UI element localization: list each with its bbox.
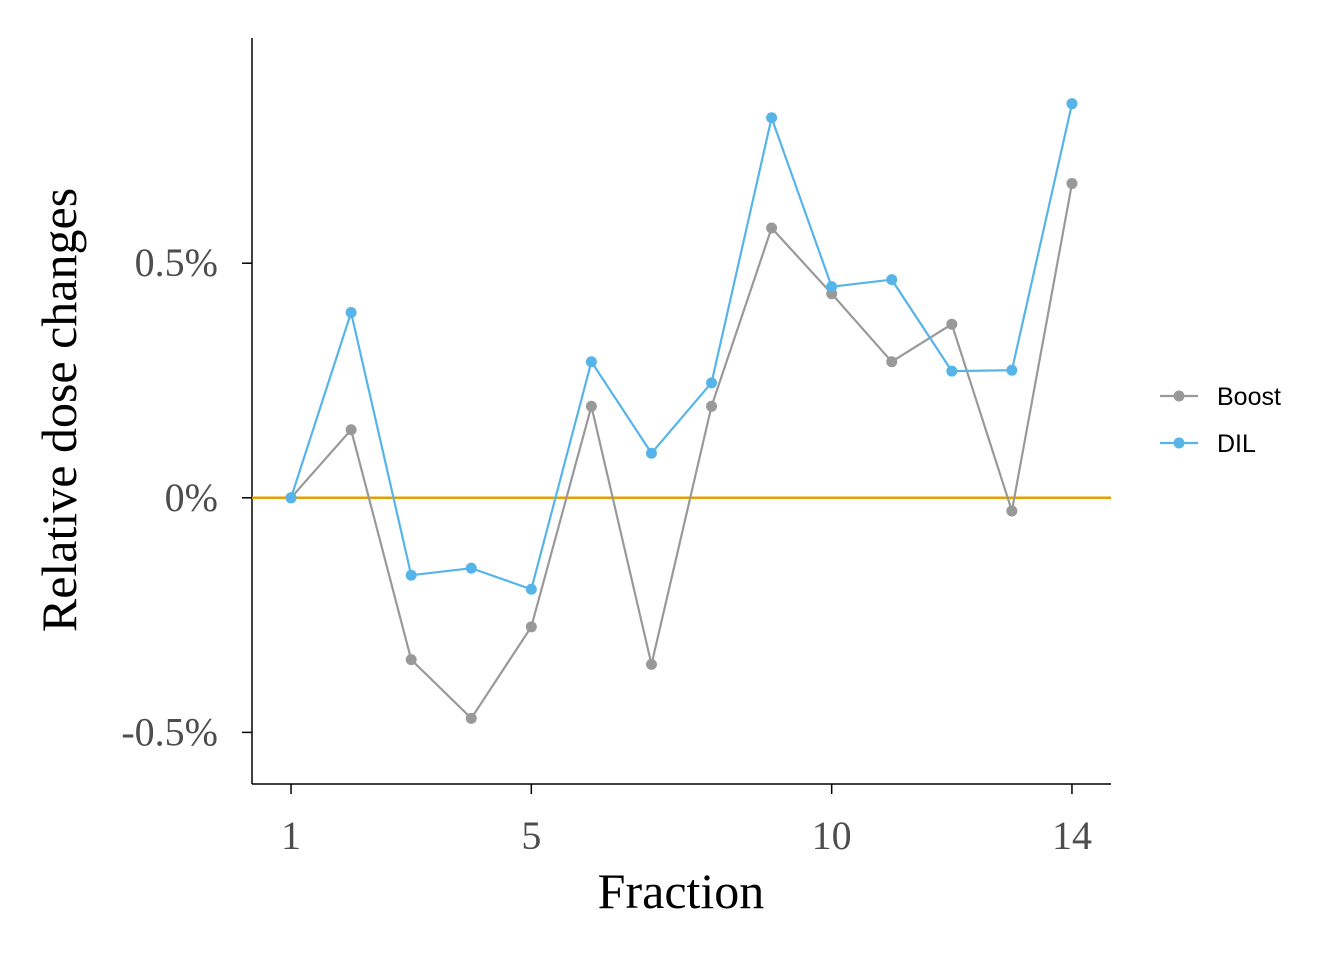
data-point-dil (645, 447, 657, 459)
data-point-boost (886, 356, 898, 368)
legend-item-boost: Boost (1160, 383, 1281, 411)
data-point-dil (706, 377, 718, 389)
data-point-dil (465, 562, 477, 574)
data-point-dil (1066, 98, 1078, 110)
data-point-boost (525, 621, 537, 633)
data-point-boost (1066, 177, 1078, 189)
data-point-boost (345, 424, 357, 436)
series-layer (285, 98, 1078, 724)
data-point-boost (766, 222, 778, 234)
legend-label: DIL (1217, 430, 1256, 458)
data-point-boost (585, 400, 597, 412)
y-ticks: -0.5% 0% 0.5% (121, 240, 252, 754)
x-tick-label: 1 (281, 813, 301, 858)
y-tick-label: 0% (165, 475, 218, 520)
data-point-boost (465, 712, 477, 724)
data-point-dil (766, 112, 778, 124)
data-point-dil (886, 274, 898, 286)
x-axis-title: Fraction (598, 863, 765, 919)
y-tick-label: -0.5% (121, 709, 218, 754)
series-line-dil (289, 103, 1074, 591)
series-line-boost (290, 183, 1074, 721)
data-point-dil (345, 306, 357, 318)
data-point-dil (585, 356, 597, 368)
y-tick-label: 0.5% (135, 240, 218, 285)
data-point-boost (946, 318, 958, 330)
x-ticks: 1 5 10 14 (281, 784, 1092, 858)
legend-item-dil: DIL (1160, 430, 1256, 458)
x-tick-label: 5 (521, 813, 541, 858)
legend: Boost DIL (1160, 383, 1281, 458)
axes (251, 38, 1111, 785)
data-point-boost (1006, 505, 1018, 517)
x-tick-label: 10 (812, 813, 852, 858)
data-point-dil (1006, 364, 1018, 376)
data-point-boost (645, 658, 657, 670)
y-axis-title: Relative dose changes (31, 188, 87, 632)
legend-label: Boost (1217, 383, 1281, 411)
data-point-dil (946, 365, 958, 377)
x-tick-label: 14 (1052, 813, 1092, 858)
data-point-dil (525, 583, 537, 595)
data-point-dil (285, 492, 297, 504)
data-point-dil (405, 569, 417, 581)
data-point-boost (706, 400, 718, 412)
legend-key-point (1173, 390, 1185, 402)
legend-key-point (1173, 437, 1185, 449)
data-point-dil (826, 281, 838, 293)
series-boost (285, 177, 1078, 724)
series-dil (285, 98, 1078, 595)
data-point-boost (405, 654, 417, 666)
